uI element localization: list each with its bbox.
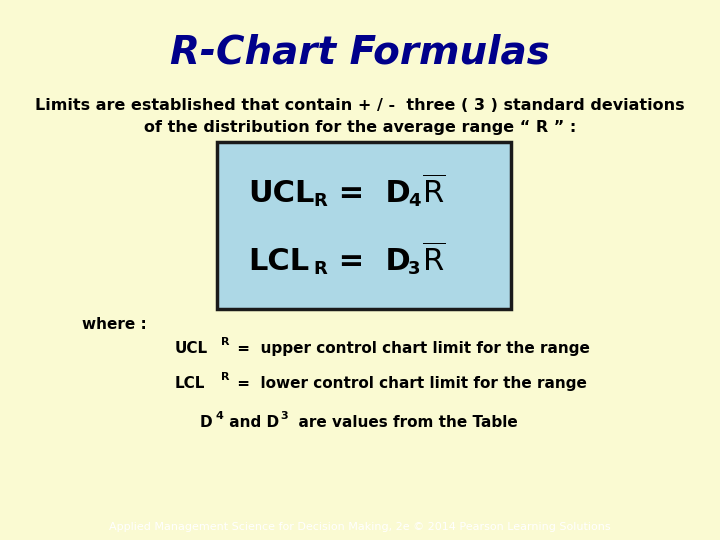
Text: =  D: = D [328, 246, 410, 275]
Text: are values from the Table: are values from the Table [288, 415, 518, 430]
Text: Limits are established that contain + / -  three ( 3 ) standard deviations: Limits are established that contain + / … [35, 98, 685, 113]
Text: UCL: UCL [175, 341, 208, 356]
Text: LCL: LCL [175, 376, 205, 391]
Text: R: R [221, 337, 230, 347]
Text: $\overline{\mathrm{R}}$: $\overline{\mathrm{R}}$ [422, 244, 445, 278]
Text: of the distribution for the average range “ R ” :: of the distribution for the average rang… [144, 120, 576, 135]
Text: =  lower control chart limit for the range: = lower control chart limit for the rang… [232, 376, 587, 391]
Text: Applied Management Science for Decision Making, 2e © 2014 Pearson Learning Solut: Applied Management Science for Decision … [109, 522, 611, 531]
Text: =  D: = D [328, 179, 410, 207]
FancyBboxPatch shape [217, 142, 511, 309]
Text: LCL: LCL [248, 246, 309, 275]
Text: UCL: UCL [248, 179, 315, 207]
Text: $\overline{\mathrm{R}}$: $\overline{\mathrm{R}}$ [422, 176, 445, 210]
Text: 4: 4 [408, 192, 420, 210]
Text: 4: 4 [216, 411, 224, 421]
Text: where :: where : [82, 317, 147, 332]
Text: R: R [221, 372, 230, 382]
Text: D: D [200, 415, 212, 430]
Text: R: R [313, 260, 327, 278]
Text: 3: 3 [408, 260, 420, 278]
Text: and D: and D [224, 415, 279, 430]
Text: =  upper control chart limit for the range: = upper control chart limit for the rang… [232, 341, 590, 356]
Text: R-Chart Formulas: R-Chart Formulas [170, 33, 550, 71]
Text: R: R [313, 192, 327, 210]
Text: 3: 3 [280, 411, 287, 421]
